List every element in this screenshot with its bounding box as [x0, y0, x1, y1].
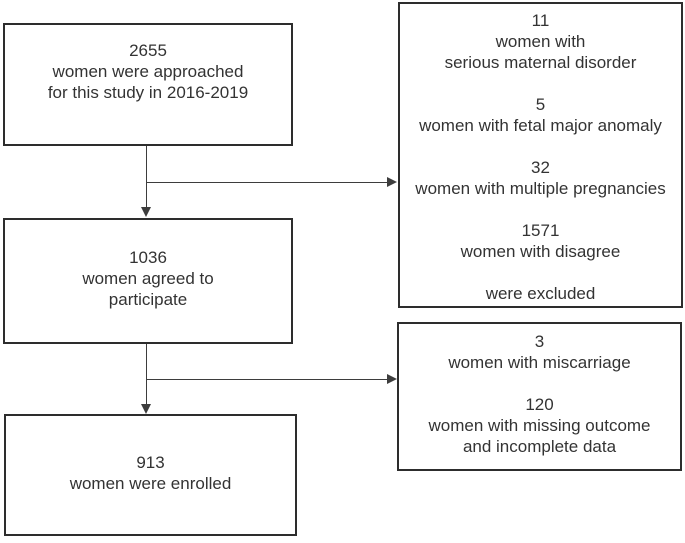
text-line: serious maternal disorder [444, 53, 637, 72]
count-line: 5 [535, 95, 546, 114]
count-line: 3 [534, 332, 545, 351]
text-line: women agreed to [82, 269, 214, 288]
connector-agreed-to-withdrawn [146, 379, 387, 380]
text-line: and incomplete data [462, 437, 617, 456]
spacer-line [400, 136, 681, 157]
spacer-line [399, 373, 680, 394]
box-withdrawn: 3 women with miscarriage 120 women with … [397, 322, 682, 471]
spacer-line [400, 73, 681, 94]
text-line: for this study in 2016-2019 [47, 83, 249, 102]
connector-approached-to-excluded [146, 182, 387, 183]
box-approached: 2655 women were approached for this stud… [3, 23, 293, 146]
count-line: 2655 [129, 41, 167, 60]
box-excluded: 11 women with serious maternal disorder … [398, 2, 683, 308]
text-line: participate [108, 290, 188, 309]
arrow-right-icon [387, 177, 397, 187]
count-line: 32 [531, 158, 550, 177]
text-line: women with disagree [460, 242, 621, 261]
text-line: women with [495, 32, 586, 51]
count-line: 913 [136, 453, 165, 472]
box-enrolled: 913 women were enrolled [4, 414, 297, 536]
text-line: women were enrolled [69, 474, 232, 493]
spacer-line [400, 199, 681, 220]
count-line: 11 [531, 11, 550, 30]
text-line: were excluded [485, 284, 596, 303]
text-line: women with missing outcome [428, 416, 651, 435]
arrow-down-icon [141, 404, 151, 414]
text-line: women with fetal major anomaly [419, 116, 662, 135]
text-line: women with multiple pregnancies [415, 179, 666, 198]
count-line: 120 [525, 395, 554, 414]
box-agreed: 1036 women agreed to participate [3, 218, 293, 344]
count-line: 1036 [129, 248, 167, 267]
connector-approached-to-agreed [146, 146, 147, 207]
text-line: women with miscarriage [448, 353, 631, 372]
arrow-down-icon [141, 207, 151, 217]
arrow-right-icon [387, 374, 397, 384]
connector-agreed-to-enrolled [146, 344, 147, 404]
text-line: women were approached [52, 62, 244, 81]
spacer-line [400, 262, 681, 283]
count-line: 1571 [521, 221, 560, 240]
